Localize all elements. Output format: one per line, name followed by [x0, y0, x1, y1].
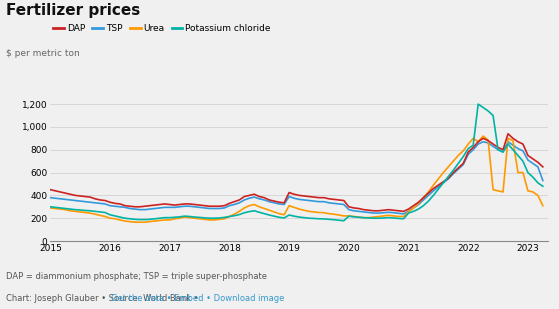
Text: $ per metric ton: $ per metric ton [6, 49, 79, 58]
Text: Chart: Joseph Glauber • Source: World Bank •: Chart: Joseph Glauber • Source: World Ba… [6, 294, 201, 303]
Text: Fertilizer prices: Fertilizer prices [6, 3, 140, 18]
Text: DAP = diammonium phosphate; TSP = triple super-phosphate: DAP = diammonium phosphate; TSP = triple… [6, 272, 267, 281]
Legend: DAP, TSP, Urea, Potassium chloride: DAP, TSP, Urea, Potassium chloride [50, 20, 274, 36]
Text: Get the data • Embed • Download image: Get the data • Embed • Download image [111, 294, 285, 303]
